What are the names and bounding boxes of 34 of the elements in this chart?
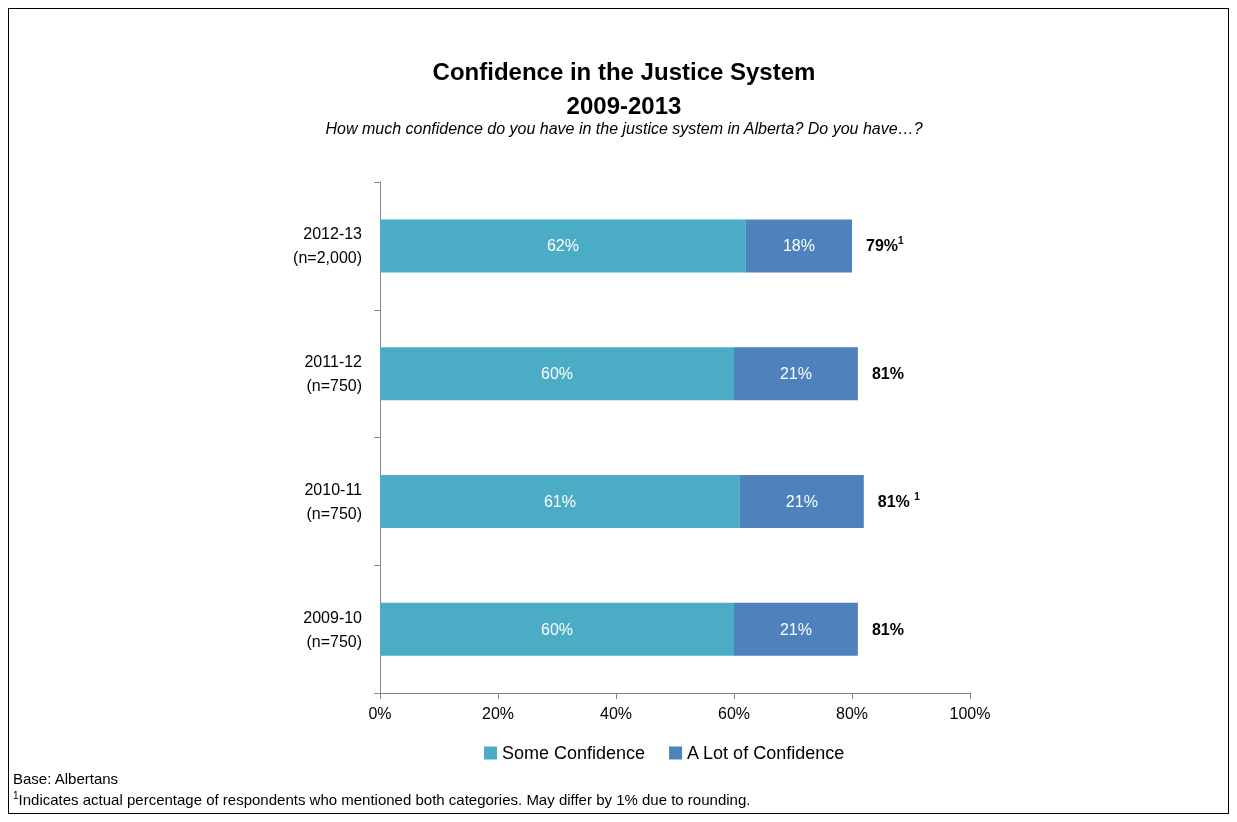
legend-label: Some Confidence xyxy=(502,743,646,763)
data-label: 18% xyxy=(782,237,815,255)
total-label: 81% xyxy=(871,365,904,383)
y-tick-label: 2010-11 (n=750) xyxy=(304,480,363,522)
y-tick-label: 2011-12 (n=750) xyxy=(304,353,363,395)
data-label: 21% xyxy=(779,620,812,638)
bar xyxy=(380,347,734,401)
chart-title: Confidence in the Justice System 2009-2013 xyxy=(432,57,816,119)
total-label: 81% 1 xyxy=(877,490,921,510)
y-tick-label: 2012-13 (n=2,000) xyxy=(293,225,363,267)
bar xyxy=(380,474,740,528)
x-tick-label: 60% xyxy=(717,704,751,722)
data-label: 60% xyxy=(540,620,574,638)
y-tick-label: 2009-10 (n=750) xyxy=(303,608,363,650)
data-label: 62% xyxy=(546,237,579,255)
bar xyxy=(739,474,864,528)
data-label: 21% xyxy=(785,492,818,510)
x-tick-label: 0% xyxy=(368,704,392,722)
text: Base: Albertans xyxy=(13,770,119,787)
bar xyxy=(734,347,858,401)
data-label: 61% xyxy=(543,492,576,510)
legend-label: A Lot of Confidence xyxy=(687,743,845,763)
x-tick-label: 40% xyxy=(599,704,633,722)
bar xyxy=(380,602,734,656)
x-tick-label: 100% xyxy=(949,704,991,722)
bar xyxy=(380,219,746,273)
x-tick-label: 80% xyxy=(835,704,869,722)
data-label: 21% xyxy=(779,365,812,383)
total-label: 81% xyxy=(871,620,904,638)
x-tick-label: 20% xyxy=(481,704,515,722)
chart-subtitle: How much confidence do you have in the justice system in Alberta? Do you have…? xyxy=(325,119,923,137)
data-label: 60% xyxy=(540,365,574,383)
bar xyxy=(734,602,858,656)
bar xyxy=(745,219,852,273)
